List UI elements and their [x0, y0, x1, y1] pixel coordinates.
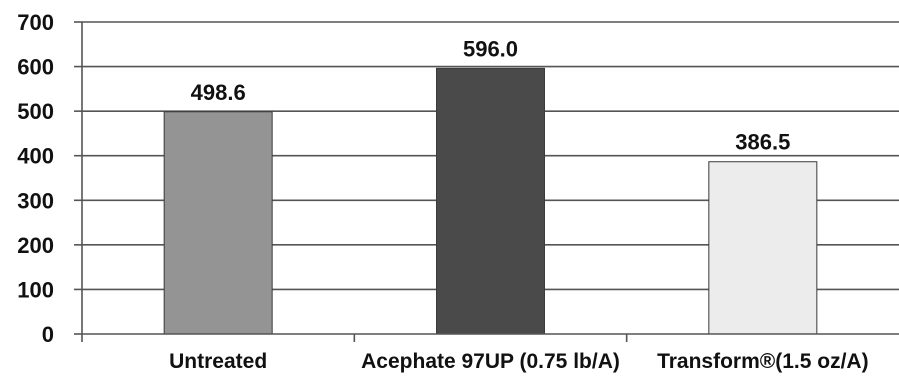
y-tick-label: 0 [42, 322, 54, 347]
x-category-label: Transform®(1.5 oz/A) [657, 350, 869, 373]
data-label: 386.5 [735, 130, 790, 155]
bar [163, 111, 273, 335]
y-tick-labels: 0 100 200 300 400 500 600 700 [17, 10, 54, 347]
y-tick-label: 200 [17, 233, 54, 258]
bar [708, 161, 818, 335]
bar [436, 67, 545, 335]
y-tick-label: 400 [17, 144, 54, 169]
axes [74, 21, 899, 342]
y-tick-label: 500 [17, 99, 54, 124]
x-category-labels: Untreated Acephate 97UP (0.75 lb/A) Transf… [169, 350, 868, 373]
x-category-label: Untreated [169, 350, 267, 373]
y-tick-label: 600 [17, 55, 54, 80]
data-labels: 498.6 596.0 386.5 [191, 36, 791, 154]
x-category-label: Acephate 97UP (0.75 lb/A) [361, 350, 620, 373]
y-tick-label: 100 [17, 277, 54, 302]
bars [163, 67, 818, 335]
data-label: 498.6 [191, 80, 246, 105]
y-tick-label: 700 [17, 10, 54, 35]
y-tick-label: 300 [17, 188, 54, 213]
data-label: 596.0 [463, 36, 518, 61]
